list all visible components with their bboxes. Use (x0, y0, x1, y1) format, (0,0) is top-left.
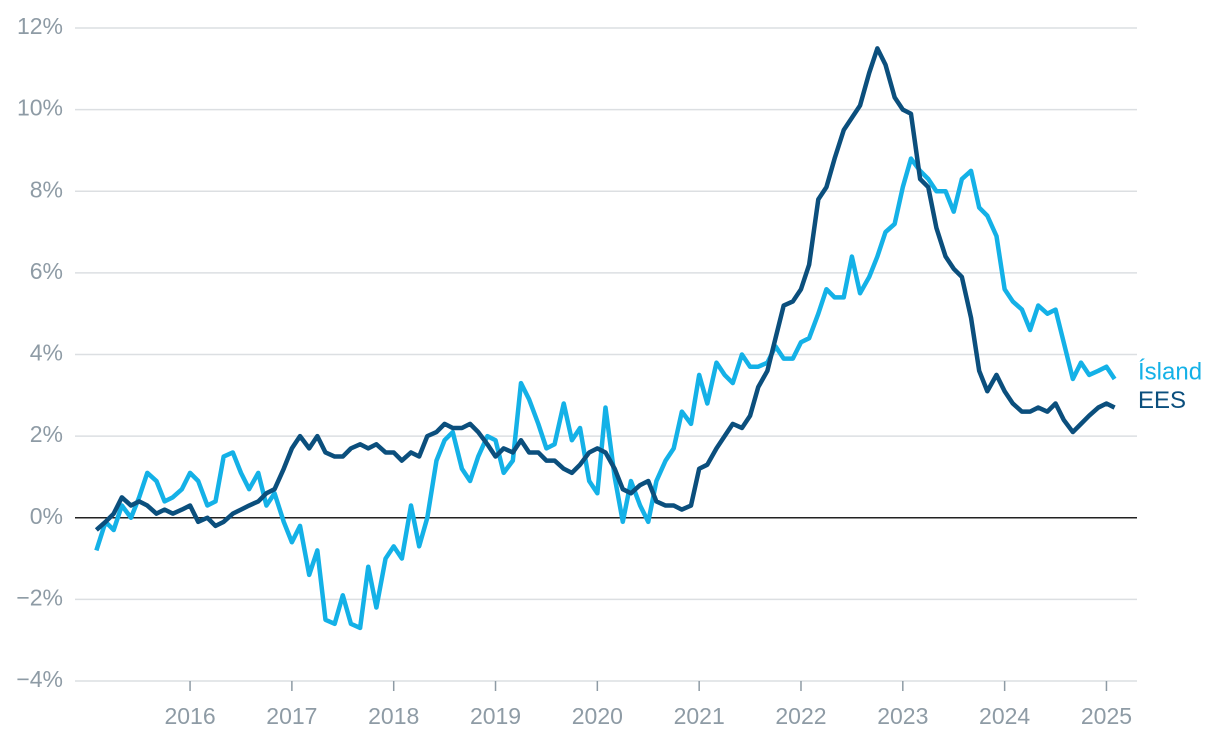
y-tick-label: 0% (30, 503, 63, 529)
y-tick-label: 12% (17, 13, 63, 39)
x-tick-label: 2023 (877, 703, 928, 729)
x-tick-label: 2024 (979, 703, 1030, 729)
y-tick-label: −4% (16, 666, 63, 692)
x-tick-label: 2022 (775, 703, 826, 729)
y-tick-label: 4% (30, 340, 63, 366)
series-label: EES (1138, 387, 1186, 414)
x-tick-label: 2025 (1081, 703, 1132, 729)
y-tick-label: 2% (30, 421, 63, 447)
y-tick-label: −2% (16, 584, 63, 610)
x-tick-label: 2018 (368, 703, 419, 729)
x-tick-label: 2020 (572, 703, 623, 729)
x-tick-label: 2021 (674, 703, 725, 729)
series-line (94, 156, 1117, 631)
y-tick-label: 8% (30, 176, 63, 202)
x-tick-label: 2019 (470, 703, 521, 729)
x-tick-label: 2017 (266, 703, 317, 729)
series-label: Ísland (1138, 358, 1202, 385)
y-tick-label: 10% (17, 95, 63, 121)
y-tick-label: 6% (30, 258, 63, 284)
x-tick-label: 2016 (164, 703, 215, 729)
series-line (94, 46, 1116, 532)
